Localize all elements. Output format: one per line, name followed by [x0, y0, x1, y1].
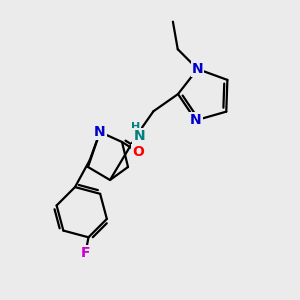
Text: N: N — [134, 129, 145, 143]
Text: N: N — [190, 113, 202, 128]
Text: N: N — [94, 125, 106, 139]
Text: H: H — [131, 122, 140, 132]
Text: F: F — [81, 246, 90, 260]
Text: O: O — [132, 145, 144, 159]
Text: N: N — [192, 62, 203, 76]
